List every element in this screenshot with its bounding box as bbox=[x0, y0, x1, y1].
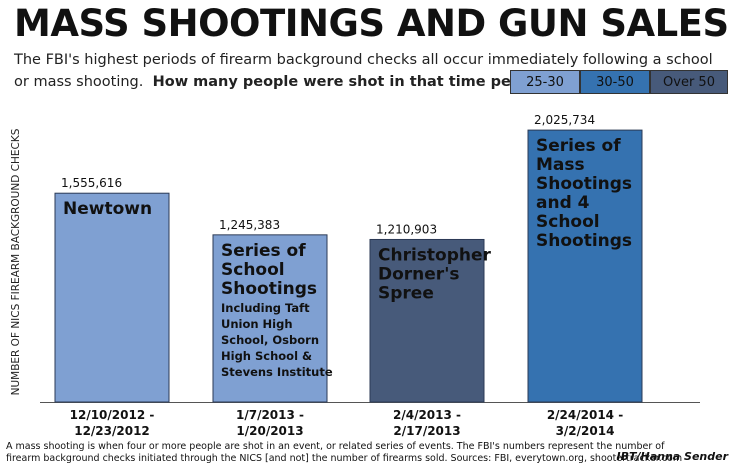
subtitle-line-1: The FBI's highest periods of firearm bac… bbox=[14, 52, 713, 68]
x-tick-label-4-line-2: 3/2/2014 bbox=[556, 424, 615, 438]
subtitle-line-2-bold: How many people were shot in that time p… bbox=[152, 74, 550, 90]
bar-annotation-3-line-1: Christopher bbox=[378, 245, 492, 265]
bar-annotation-2-subline-5: Stevens Institute bbox=[221, 365, 333, 379]
page-title: MASS SHOOTINGS AND GUN SALES bbox=[14, 2, 729, 45]
legend-item-over-50: Over 50 bbox=[650, 70, 728, 94]
bar-2 bbox=[212, 234, 328, 403]
legend-item-25-30: 25-30 bbox=[510, 70, 580, 94]
x-tick-label-1-line-2: 12/23/2012 bbox=[74, 424, 150, 438]
bar-3 bbox=[369, 238, 485, 403]
bar-1 bbox=[54, 192, 170, 403]
legend: 25-30 30-50 Over 50 bbox=[510, 70, 728, 94]
bar-annotation-4-line-6: Shootings bbox=[536, 231, 632, 251]
footer-note: A mass shooting is when four or more peo… bbox=[6, 441, 682, 465]
x-tick-label-3-line-1: 2/4/2013 - bbox=[393, 408, 461, 422]
footer-line-2: firearm background checks initiated thro… bbox=[6, 453, 683, 464]
footer-line-1: A mass shooting is when four or more peo… bbox=[6, 441, 665, 452]
bar-annotation-2-line-3: Shootings bbox=[221, 279, 317, 299]
bar-annotation-1-line-1: Newtown bbox=[63, 199, 152, 219]
bar-annotation-3-line-2: Dorner's bbox=[378, 264, 460, 284]
x-tick-label-2-line-1: 1/7/2013 - bbox=[236, 408, 304, 422]
subtitle-line-2-text: or mass shooting. bbox=[14, 74, 144, 90]
bar-annotation-4-line-2: Mass bbox=[536, 155, 585, 175]
subtitle-line-2: or mass shooting. How many people were s… bbox=[14, 74, 549, 90]
x-tick-label-1-line-1: 12/10/2012 - bbox=[70, 408, 155, 422]
bar-annotation-4-line-4: and 4 bbox=[536, 193, 590, 213]
data-label-4: 2,025,734 bbox=[534, 113, 595, 127]
data-label-2: 1,245,383 bbox=[219, 218, 280, 232]
x-tick-label-3-line-2: 2/17/2013 bbox=[393, 424, 460, 438]
bar-4 bbox=[527, 129, 643, 403]
bar-annotation-2-subline-4: High School & bbox=[221, 349, 312, 363]
data-label-3: 1,210,903 bbox=[376, 222, 437, 236]
x-tick-label-2-line-2: 1/20/2013 bbox=[236, 424, 303, 438]
bar-annotation-2-line-1: Series of bbox=[221, 241, 306, 261]
data-label-1: 1,555,616 bbox=[61, 176, 122, 190]
bar-annotation-2-subline-1: Including Taft bbox=[221, 301, 310, 315]
bar-annotation-4-line-5: School bbox=[536, 212, 600, 232]
bar-annotation-2-line-2: School bbox=[221, 260, 285, 280]
legend-item-30-50: 30-50 bbox=[580, 70, 650, 94]
credit: IBT/Hanna Sender bbox=[616, 450, 728, 463]
bar-annotation-2-subline-3: School, Osborn bbox=[221, 333, 319, 347]
x-tick-label-4-line-1: 2/24/2014 - bbox=[547, 408, 623, 422]
bar-annotation-4-line-3: Shootings bbox=[536, 174, 632, 194]
bar-annotation-2-subline-2: Union High bbox=[221, 317, 293, 331]
bar-annotation-4-line-1: Series of bbox=[536, 136, 621, 156]
bar-annotation-3-line-3: Spree bbox=[378, 283, 434, 303]
